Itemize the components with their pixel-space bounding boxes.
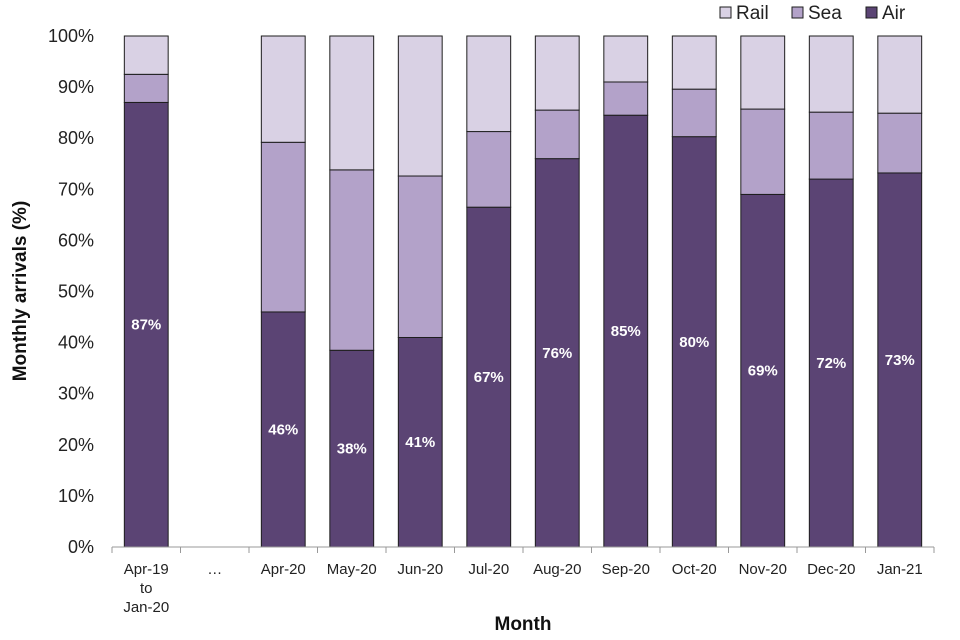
bar-segment-air: [877, 172, 923, 548]
bar-segment-sea: [603, 81, 649, 116]
y-tick-label: 20%: [58, 435, 94, 455]
x-tick-label: Apr-20: [261, 561, 306, 578]
legend: Rail Sea Air: [719, 3, 906, 24]
data-label: 76%: [542, 345, 572, 362]
y-tick-label: 80%: [58, 128, 94, 148]
y-tick-label: 70%: [58, 179, 94, 199]
bar-segment-sea: [123, 73, 169, 103]
data-label: 80%: [679, 334, 709, 351]
x-tick-label: Jun-20: [397, 561, 443, 578]
bar-segment-air: [123, 101, 169, 548]
bar-segment-sea: [877, 112, 923, 174]
bar-segment-sea: [260, 141, 306, 313]
bar-segment-rail: [260, 35, 306, 143]
data-label: 41%: [405, 434, 435, 451]
x-tick-label: Jul-20: [468, 561, 509, 578]
y-axis-title: Monthly arrivals (%): [10, 201, 31, 382]
x-axis: [111, 546, 935, 553]
y-tick-label: 100%: [48, 26, 94, 46]
x-tick-label: Jan-21: [877, 561, 923, 578]
x-axis-title: Month: [495, 614, 552, 635]
bar-segment-rail: [466, 35, 512, 133]
bar-segment-rail: [329, 35, 375, 171]
data-label: 72%: [816, 355, 846, 372]
data-label: 73%: [885, 352, 915, 369]
bar-segment-rail: [671, 35, 717, 90]
bar-segment-rail: [877, 35, 923, 114]
x-tick-label: Nov-20: [739, 561, 787, 578]
x-tick-label: Oct-20: [672, 561, 717, 578]
data-label: 85%: [611, 323, 641, 340]
legend-label-rail: Rail: [736, 3, 769, 24]
data-label: 46%: [268, 421, 298, 438]
y-tick-label: 90%: [58, 77, 94, 97]
y-tick-label: 30%: [58, 384, 94, 404]
y-tick-label: 60%: [58, 230, 94, 250]
data-label: 87%: [131, 317, 161, 334]
x-tick-label: Sep-20: [602, 561, 650, 578]
bar-segment-air: [534, 158, 580, 548]
bar-segment-rail: [740, 35, 786, 110]
bar-segment-air: [397, 336, 443, 548]
bar-segment-air: [671, 136, 717, 548]
y-tick-label: 0%: [68, 537, 94, 557]
bar-segment-sea: [740, 108, 786, 195]
bar-segment-air: [808, 178, 854, 548]
bar-segment-sea: [808, 111, 854, 180]
bar-segment-sea: [534, 109, 580, 160]
x-tick-label: Apr-19 to Jan-20: [123, 561, 169, 616]
x-tick-label: May-20: [327, 561, 377, 578]
x-tick-label: Aug-20: [533, 561, 581, 578]
legend-label-air: Air: [882, 3, 906, 24]
x-tick-label: Dec-20: [807, 561, 855, 578]
legend-label-sea: Sea: [808, 3, 842, 24]
legend-swatch-air: [865, 6, 878, 19]
bar-segment-air: [260, 311, 306, 548]
data-label: 69%: [748, 363, 778, 380]
bar-segment-air: [466, 206, 512, 548]
y-tick-label: 50%: [58, 282, 94, 302]
data-label: 67%: [474, 369, 504, 386]
bar-segment-rail: [603, 35, 649, 83]
bar-segment-rail: [397, 35, 443, 177]
bar-segment-rail: [123, 35, 169, 75]
y-tick-label: 40%: [58, 333, 94, 353]
bar-segment-sea: [397, 175, 443, 338]
bar-segment-rail: [808, 35, 854, 113]
y-axis-ticks: 0% 10% 20% 30% 40% 50% 60% 70% 80% 90% 100%: [48, 26, 94, 557]
bar-segment-sea: [671, 88, 717, 138]
legend-swatch-rail: [719, 6, 732, 19]
y-tick-label: 10%: [58, 486, 94, 506]
bar-segment-sea: [466, 131, 512, 208]
x-tick-label: …: [207, 561, 222, 578]
data-label: 38%: [337, 441, 367, 458]
x-axis-ticks: Apr-19 to Jan-20 … Apr-20 May-20 Jun-20 Jul-20 A…: [123, 561, 922, 616]
bar-segment-sea: [329, 169, 375, 351]
legend-swatch-sea: [791, 6, 804, 19]
bars: 87% 46% 38% 41% 67% 76% 85% 80% 69% 72% 73%: [123, 35, 923, 548]
bar-segment-rail: [534, 35, 580, 111]
